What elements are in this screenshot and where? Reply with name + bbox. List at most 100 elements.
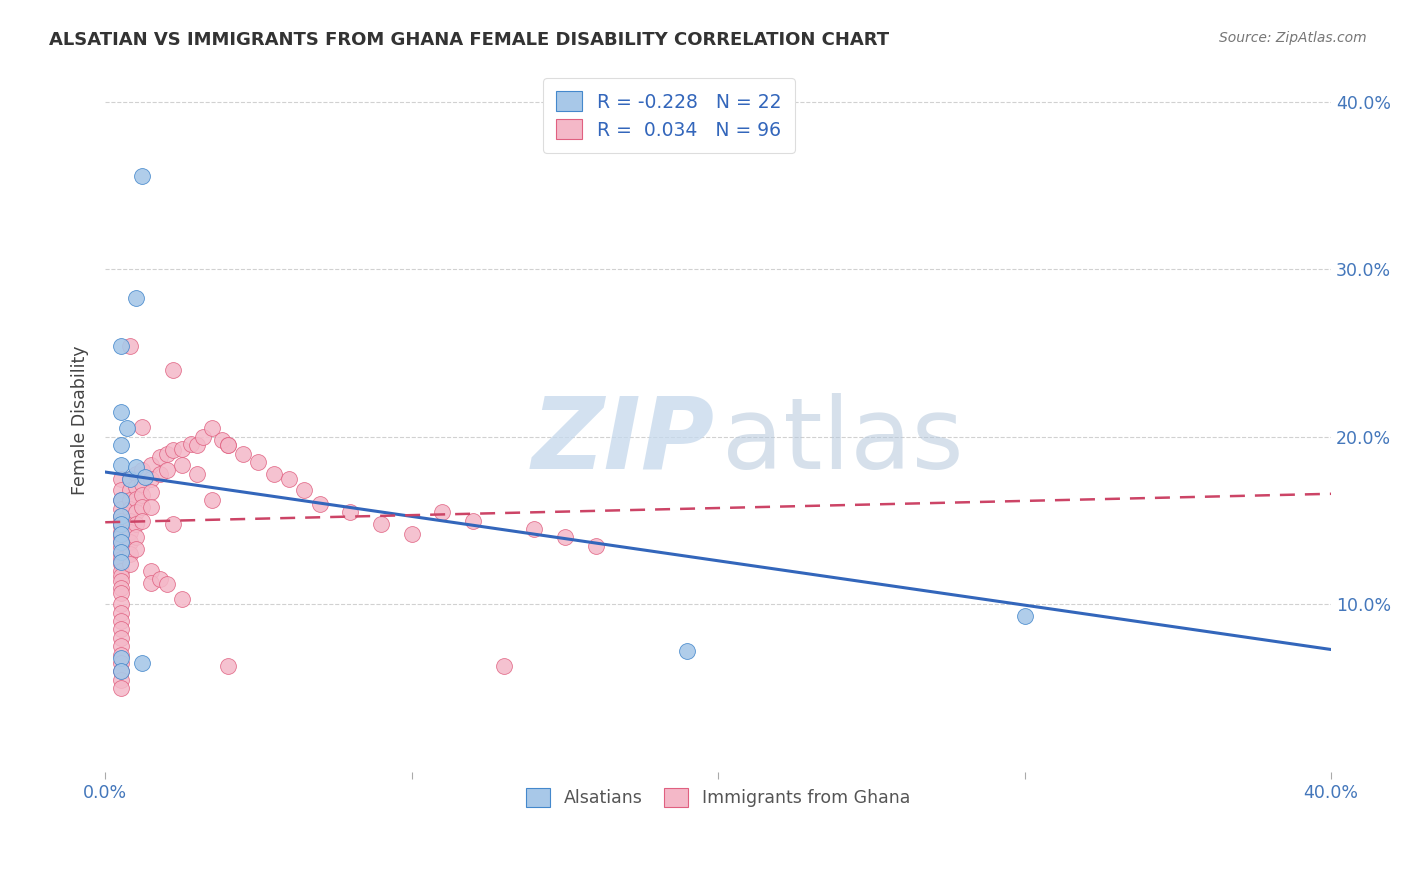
Point <box>110 458 132 473</box>
Point <box>492 659 515 673</box>
Point <box>125 542 148 557</box>
Point <box>217 659 239 673</box>
Point <box>217 438 239 452</box>
Point <box>110 535 132 549</box>
Point <box>131 419 153 434</box>
Point <box>141 500 163 515</box>
Point <box>118 525 141 540</box>
Point <box>131 463 153 477</box>
Point <box>118 514 141 528</box>
Legend: Alsatians, Immigrants from Ghana: Alsatians, Immigrants from Ghana <box>517 779 920 816</box>
Point <box>125 480 148 494</box>
Point <box>170 592 193 607</box>
Point <box>110 648 132 662</box>
Point <box>523 522 546 536</box>
Point <box>118 493 141 508</box>
Point <box>217 438 239 452</box>
Point <box>162 516 184 531</box>
Point <box>110 508 132 523</box>
Point <box>149 467 172 481</box>
Point <box>186 467 208 481</box>
Point <box>155 463 177 477</box>
Point <box>110 339 132 353</box>
Point <box>110 639 132 653</box>
Point <box>193 430 215 444</box>
Point <box>110 545 132 559</box>
Point <box>110 681 132 695</box>
Point <box>110 535 132 549</box>
Point <box>110 581 132 595</box>
Point <box>162 363 184 377</box>
Point <box>110 508 132 523</box>
Point <box>110 493 132 508</box>
Point <box>118 557 141 571</box>
Point <box>134 470 156 484</box>
Text: ZIP: ZIP <box>531 392 714 490</box>
Point <box>401 527 423 541</box>
Text: atlas: atlas <box>721 392 963 490</box>
Point <box>110 525 132 540</box>
Point <box>110 405 132 419</box>
Point <box>118 501 141 516</box>
Point <box>155 447 177 461</box>
Point <box>115 421 138 435</box>
Point <box>110 547 132 561</box>
Point <box>110 656 132 670</box>
Point <box>585 539 607 553</box>
Point <box>125 530 148 544</box>
Point <box>141 575 163 590</box>
Point <box>131 656 153 670</box>
Point <box>170 442 193 456</box>
Point <box>141 485 163 500</box>
Point <box>125 291 148 305</box>
Point <box>141 458 163 473</box>
Point <box>118 472 141 486</box>
Point <box>170 458 193 473</box>
Point <box>110 472 132 486</box>
Point <box>461 514 484 528</box>
Point <box>125 460 148 475</box>
Point <box>339 505 361 519</box>
Point <box>110 518 132 533</box>
Point <box>110 585 132 599</box>
Point <box>110 552 132 566</box>
Point <box>110 527 132 541</box>
Point <box>1014 609 1036 624</box>
Point <box>131 500 153 515</box>
Point <box>141 472 163 486</box>
Point <box>110 516 132 531</box>
Point <box>370 516 392 531</box>
Point <box>110 651 132 665</box>
Point <box>180 436 202 450</box>
Point <box>186 438 208 452</box>
Point <box>110 606 132 620</box>
Text: Source: ZipAtlas.com: Source: ZipAtlas.com <box>1219 31 1367 45</box>
Point <box>149 450 172 464</box>
Point <box>125 505 148 519</box>
Point <box>554 530 576 544</box>
Point <box>278 472 301 486</box>
Point <box>110 557 132 571</box>
Point <box>263 467 285 481</box>
Point <box>162 443 184 458</box>
Point <box>232 447 254 461</box>
Point <box>118 483 141 498</box>
Point <box>308 497 330 511</box>
Y-axis label: Female Disability: Female Disability <box>72 345 89 495</box>
Point <box>110 574 132 588</box>
Point <box>110 438 132 452</box>
Point <box>676 644 699 658</box>
Point <box>141 564 163 578</box>
Point <box>432 505 454 519</box>
Point <box>110 541 132 555</box>
Point <box>110 665 132 679</box>
Point <box>118 339 141 353</box>
Point <box>118 472 141 486</box>
Point <box>155 577 177 591</box>
Point <box>131 514 153 528</box>
Point <box>110 564 132 578</box>
Point <box>110 556 132 570</box>
Point <box>110 483 132 498</box>
Point <box>110 614 132 628</box>
Point <box>118 535 141 549</box>
